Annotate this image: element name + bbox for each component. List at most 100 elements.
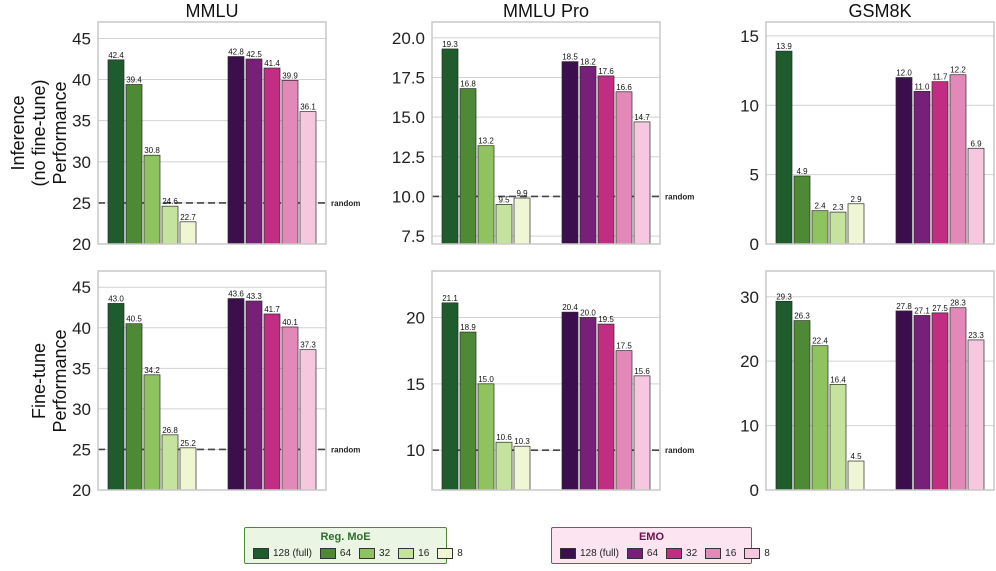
- row-label-finetune: Fine-tune: [29, 343, 49, 419]
- legend-reg-swatch: [398, 548, 415, 559]
- inference-mmlu-bar-reg-2: [143, 154, 161, 245]
- inference-gsm8k-bar-label-reg-3: 2.3: [832, 203, 844, 212]
- inference-mmlu-pro-bar-label-reg-3: 9.5: [498, 195, 510, 204]
- finetune-mmlu-pro-frame: [431, 270, 661, 491]
- inference-gsm8k-y-tick-label: 10: [740, 96, 759, 115]
- finetune-gsm8k-bar-label-emo-1: 27.1: [914, 306, 930, 315]
- row-label-inference: (no fine-tune): [29, 79, 49, 186]
- legend-emo-swatch: [744, 548, 761, 559]
- inference-gsm8k-y-tick-label: 5: [750, 166, 759, 185]
- finetune-gsm8k-bar-emo-1: [913, 315, 931, 491]
- inference-mmlu-y-tick-label: 45: [72, 29, 91, 48]
- legend-emo-label: 128 (full): [580, 548, 619, 559]
- inference-mmlu-bar-label-emo-0: 42.8: [228, 48, 244, 57]
- inference-gsm8k-bar-emo-0: [895, 77, 913, 245]
- finetune-gsm8k-bar-label-reg-3: 16.4: [830, 375, 846, 384]
- legend-reg-swatch: [359, 548, 376, 559]
- inference-mmlu-bar-label-emo-4: 36.1: [300, 103, 316, 112]
- finetune-gsm8k-bar-label-reg-0: 29.3: [776, 292, 792, 301]
- legend-reg-label: 128 (full): [273, 548, 312, 559]
- finetune-mmlu-pro-bar-label-emo-3: 17.5: [616, 342, 632, 351]
- finetune-mmlu-y-tick-label: 35: [72, 359, 91, 378]
- inference-mmlu-pro-y-tick-label: 10.0: [392, 187, 425, 206]
- finetune-gsm8k-bar-reg-2: [811, 345, 829, 491]
- legend-emo: EMO 128 (full) 64 32 16 8: [551, 527, 770, 564]
- finetune-mmlu-bar-label-reg-2: 34.2: [144, 366, 160, 375]
- inference-mmlu-y-tick-label: 30: [72, 153, 91, 172]
- legend-reg-item: 32: [359, 548, 390, 559]
- inference-mmlu-pro-frame: [431, 21, 661, 245]
- inference-gsm8k-bar-reg-0: [775, 50, 793, 245]
- legend-emo-label: 16: [725, 548, 737, 559]
- inference-mmlu-pro-bar-emo-1: [579, 66, 597, 245]
- inference-gsm8k-y-tick-label: 0: [750, 235, 759, 254]
- finetune-gsm8k-y-tick-label: 0: [750, 481, 759, 500]
- inference-mmlu-bar-label-reg-0: 42.4: [108, 51, 124, 60]
- inference-mmlu-bar-label-reg-2: 30.8: [144, 146, 160, 155]
- inference-mmlu-pro-bar-label-emo-0: 18.5: [562, 53, 578, 62]
- finetune-mmlu-frame: [97, 270, 327, 491]
- inference-mmlu-pro-y-tick-label: 17.5: [392, 69, 425, 88]
- inference-gsm8k-bar-label-emo-3: 12.2: [950, 66, 966, 75]
- legend-emo-item: 8: [744, 548, 770, 559]
- inference-mmlu-bar-reg-1: [125, 84, 143, 245]
- inference-mmlu-pro-bar-label-reg-0: 19.3: [442, 40, 458, 49]
- finetune-mmlu-pro-y-tick-label: 15: [406, 375, 425, 394]
- finetune-gsm8k-bar-reg-4: [847, 460, 865, 491]
- legend-emo-label: 32: [686, 548, 698, 559]
- inference-mmlu-pro-bar-label-emo-2: 17.6: [598, 67, 614, 76]
- inference-mmlu-bar-emo-2: [263, 67, 281, 245]
- finetune-mmlu-pro-bar-reg-4: [513, 445, 531, 491]
- legend-emo-item: 32: [666, 548, 697, 559]
- legend-reg-item: 64: [319, 548, 352, 559]
- finetune-mmlu-pro-random-label: random: [665, 446, 694, 455]
- inference-gsm8k-bar-emo-3: [949, 74, 967, 245]
- finetune-mmlu-pro-bar-label-emo-1: 20.0: [580, 308, 596, 317]
- inference-mmlu-pro-bar-emo-3: [615, 91, 633, 245]
- inference-gsm8k-bar-label-reg-1: 4.9: [796, 167, 808, 176]
- finetune-gsm8k-bar-emo-2: [931, 312, 949, 491]
- legend-emo-swatch: [560, 548, 576, 559]
- finetune-mmlu-y-tick-label: 20: [72, 481, 91, 500]
- finetune-mmlu-bar-label-reg-1: 40.5: [126, 315, 142, 324]
- legend-reg-item: 128 (full): [253, 548, 312, 559]
- inference-gsm8k-bar-reg-1: [793, 175, 811, 245]
- inference-mmlu-bar-emo-1: [245, 58, 263, 245]
- finetune-mmlu-bar-label-emo-1: 43.3: [246, 292, 262, 301]
- finetune-mmlu-pro-bar-reg-2: [477, 383, 495, 491]
- inference-mmlu-bar-reg-3: [161, 205, 179, 245]
- inference-gsm8k-bar-label-reg-2: 2.4: [814, 202, 826, 211]
- finetune-mmlu-pro-bar-label-reg-0: 21.1: [442, 294, 458, 303]
- inference-mmlu-pro-bar-label-reg-1: 16.8: [460, 80, 476, 89]
- finetune-mmlu-bar-label-emo-2: 41.7: [264, 305, 280, 314]
- legend-emo-item: 64: [626, 548, 658, 559]
- finetune-mmlu-bar-label-reg-0: 43.0: [108, 294, 124, 303]
- finetune-mmlu-bar-emo-3: [281, 326, 299, 491]
- finetune-mmlu-bar-reg-2: [143, 374, 161, 491]
- inference-gsm8k-bar-reg-2: [811, 210, 829, 245]
- inference-mmlu-pro-bar-reg-0: [441, 48, 459, 245]
- finetune-mmlu-bar-reg-0: [107, 303, 125, 491]
- finetune-gsm8k-frame: [765, 270, 995, 491]
- finetune-mmlu-pro-y-tick-label: 20: [406, 308, 425, 327]
- legend-reg-label: 8: [457, 548, 463, 559]
- finetune-mmlu-pro-bar-reg-3: [495, 441, 513, 491]
- inference-gsm8k-bar-label-reg-4: 2.9: [850, 195, 862, 204]
- finetune-mmlu-bar-label-reg-4: 25.2: [180, 439, 196, 448]
- inference-gsm8k-frame: [765, 21, 995, 245]
- finetune-gsm8k-bar-label-reg-2: 22.4: [812, 337, 828, 346]
- finetune-gsm8k-bar-emo-4: [967, 339, 985, 491]
- inference-gsm8k-bar-emo-2: [931, 81, 949, 245]
- finetune-mmlu-bar-reg-3: [161, 434, 179, 491]
- finetune-mmlu-pro-bar-label-reg-3: 10.6: [496, 433, 512, 442]
- inference-mmlu-pro-bar-reg-4: [513, 197, 531, 245]
- finetune-gsm8k-bar-label-emo-2: 27.5: [932, 304, 948, 313]
- finetune-mmlu-pro-bar-label-emo-2: 19.5: [598, 315, 614, 324]
- legend-reg-label: 32: [379, 548, 391, 559]
- legend-reg-label: 64: [339, 548, 352, 559]
- legend-emo-swatch: [626, 548, 643, 559]
- inference-mmlu-y-tick-label: 20: [72, 235, 91, 254]
- legend-emo-item: 128 (full): [560, 548, 619, 559]
- row-label-finetune: Performance: [50, 329, 70, 432]
- finetune-gsm8k-bar-emo-0: [895, 310, 913, 491]
